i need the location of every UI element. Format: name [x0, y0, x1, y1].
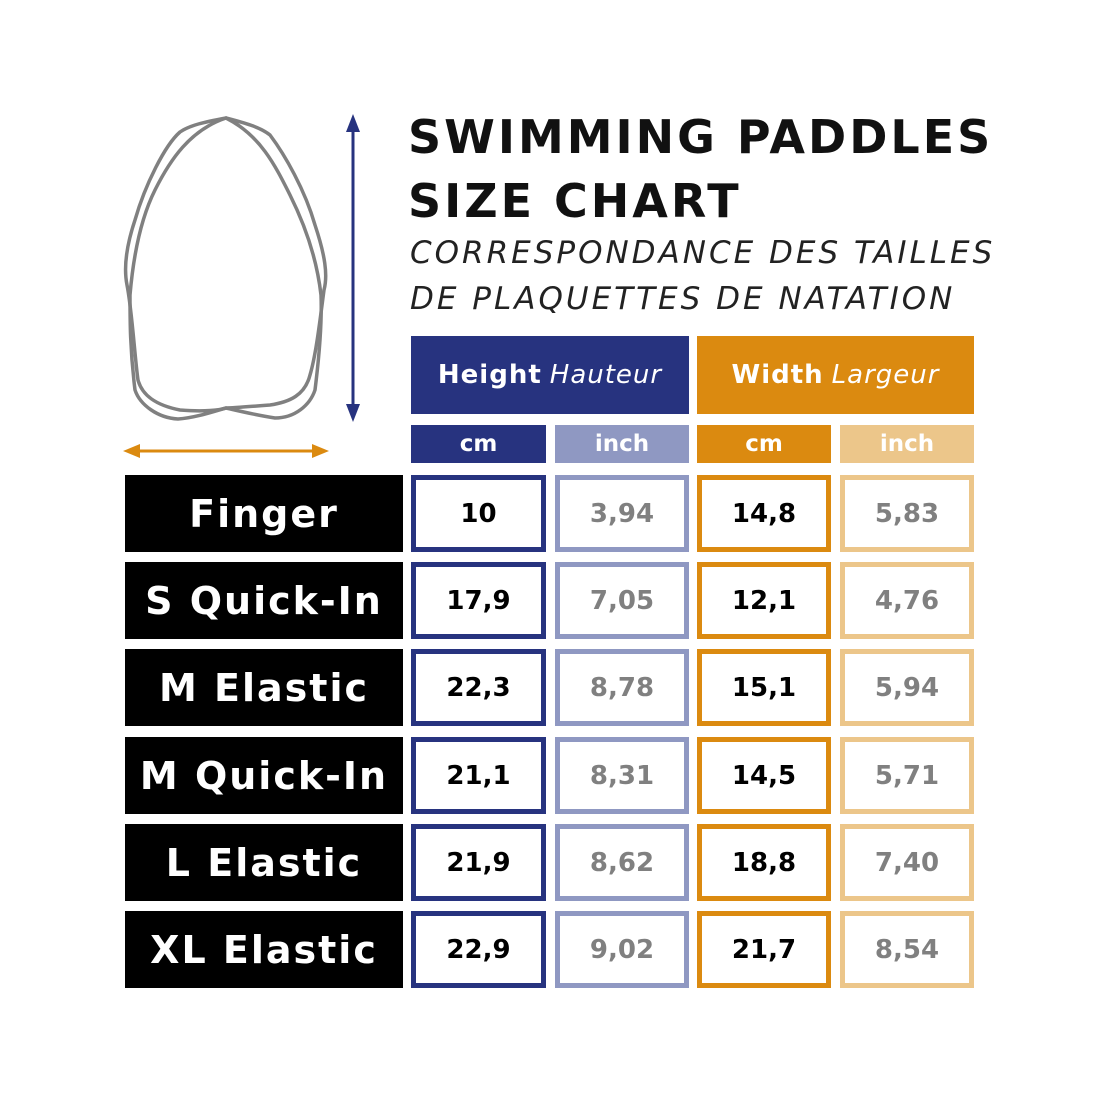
cell-width-inch: 4,76 — [840, 562, 974, 639]
row-label: M Elastic — [125, 649, 403, 726]
height-label-fr: Hauteur — [549, 360, 663, 390]
row-label: Finger — [125, 475, 403, 552]
row-label: XL Elastic — [125, 911, 403, 988]
subtitle-line-1: CORRESPONDANCE DES TAILLES — [410, 235, 996, 271]
cell-height-cm: 22,3 — [411, 649, 546, 726]
cell-width-cm: 15,1 — [697, 649, 831, 726]
width-header: Width Largeur — [697, 336, 974, 414]
cell-height-cm: 21,9 — [411, 824, 546, 901]
unit-header-width-inch: inch — [840, 425, 974, 463]
row-label: M Quick-In — [125, 737, 403, 814]
title-line-1: SWIMMING PADDLES — [408, 110, 994, 164]
cell-width-cm: 12,1 — [697, 562, 831, 639]
height-arrow-icon — [346, 114, 360, 422]
cell-width-inch: 5,71 — [840, 737, 974, 814]
cell-height-inch: 3,94 — [555, 475, 689, 552]
width-label-fr: Largeur — [831, 360, 940, 390]
cell-height-cm: 10 — [411, 475, 546, 552]
cell-width-inch: 5,83 — [840, 475, 974, 552]
cell-width-cm: 18,8 — [697, 824, 831, 901]
row-label: L Elastic — [125, 824, 403, 901]
unit-header-height-cm: cm — [411, 425, 546, 463]
cell-width-inch: 8,54 — [840, 911, 974, 988]
row-label: S Quick-In — [125, 562, 403, 639]
cell-height-cm: 17,9 — [411, 562, 546, 639]
cell-width-inch: 7,40 — [840, 824, 974, 901]
height-label-en: Height — [437, 360, 542, 390]
width-arrow-icon — [123, 444, 329, 458]
title-line-2: SIZE CHART — [408, 174, 742, 228]
subtitle-line-2: DE PLAQUETTES DE NATATION — [410, 281, 956, 317]
unit-header-width-cm: cm — [697, 425, 831, 463]
height-header: Height Hauteur — [411, 336, 689, 414]
cell-height-cm: 21,1 — [411, 737, 546, 814]
cell-height-inch: 8,62 — [555, 824, 689, 901]
cell-width-cm: 14,8 — [697, 475, 831, 552]
unit-header-height-inch: inch — [555, 425, 689, 463]
paddle-outline-icon — [123, 116, 328, 421]
cell-height-inch: 8,78 — [555, 649, 689, 726]
cell-width-cm: 21,7 — [697, 911, 831, 988]
cell-height-inch: 9,02 — [555, 911, 689, 988]
cell-height-cm: 22,9 — [411, 911, 546, 988]
cell-height-inch: 7,05 — [555, 562, 689, 639]
cell-width-cm: 14,5 — [697, 737, 831, 814]
cell-height-inch: 8,31 — [555, 737, 689, 814]
cell-width-inch: 5,94 — [840, 649, 974, 726]
width-label-en: Width — [731, 360, 824, 390]
